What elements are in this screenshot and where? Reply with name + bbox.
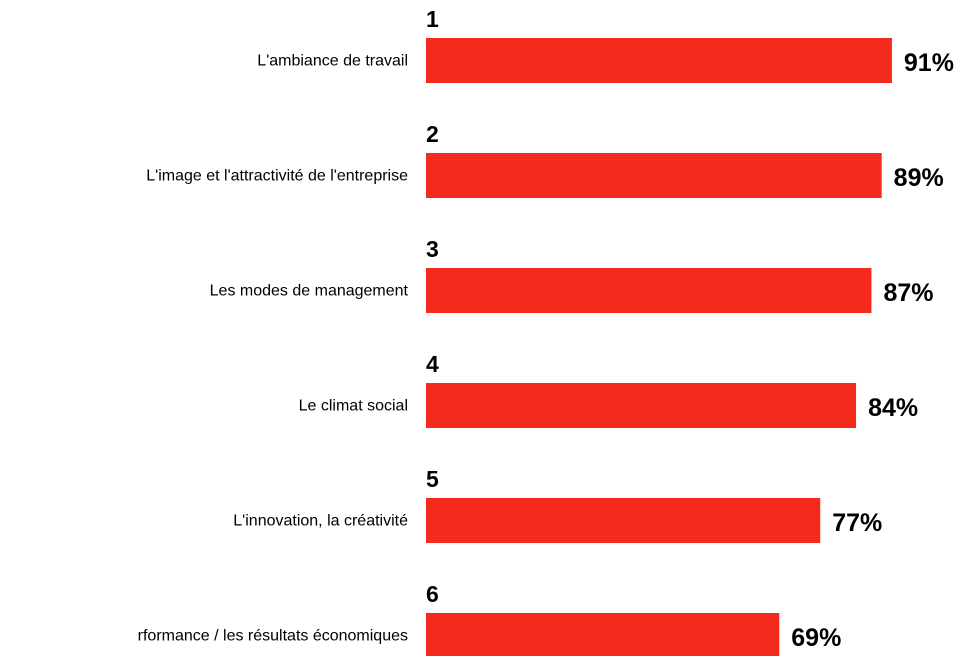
category-label: rformance / les résultats économiques bbox=[138, 628, 408, 645]
category-label: L'ambiance de travail bbox=[257, 53, 408, 70]
value-label: 69% bbox=[791, 624, 841, 652]
category-label: Le climat social bbox=[299, 398, 408, 415]
bar bbox=[426, 38, 892, 83]
rank-label: 1 bbox=[426, 6, 439, 32]
category-label: L'image et l'attractivité de l'entrepris… bbox=[146, 168, 408, 185]
rank-label: 5 bbox=[426, 466, 439, 492]
rank-label: 6 bbox=[426, 581, 439, 607]
value-label: 89% bbox=[894, 164, 944, 192]
rank-label: 3 bbox=[426, 236, 439, 262]
bar bbox=[426, 153, 882, 198]
value-label: 77% bbox=[832, 509, 882, 537]
bar bbox=[426, 268, 872, 313]
bar bbox=[426, 498, 821, 543]
rank-label: 2 bbox=[426, 121, 439, 147]
rank-label: 4 bbox=[426, 351, 439, 377]
category-label: L'innovation, la créativité bbox=[233, 513, 408, 530]
value-label: 91% bbox=[904, 49, 954, 77]
bar bbox=[426, 383, 857, 428]
value-label: 87% bbox=[883, 279, 933, 307]
category-label: Les modes de management bbox=[210, 283, 409, 300]
value-label: 84% bbox=[868, 394, 918, 422]
bar bbox=[426, 613, 780, 656]
